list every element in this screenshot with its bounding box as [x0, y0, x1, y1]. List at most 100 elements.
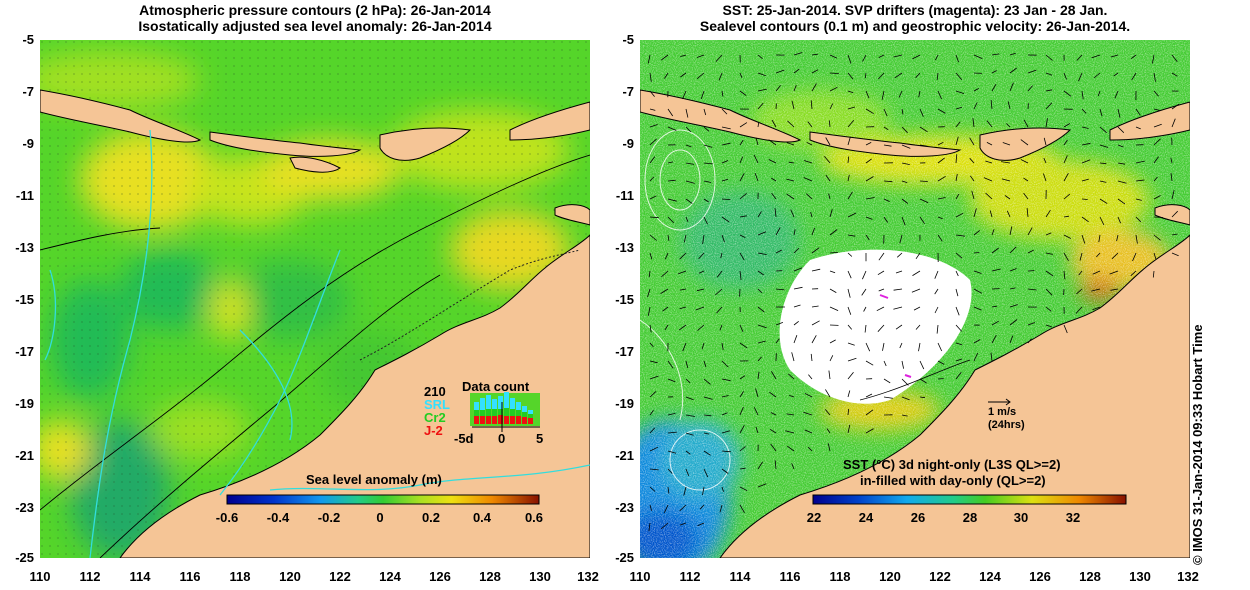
- velocity-vector: [755, 137, 759, 146]
- sst-map[interactable]: [640, 40, 1190, 558]
- velocity-vector: [847, 72, 854, 80]
- left-map-title: Atmospheric pressure contours (2 hPa): 2…: [40, 2, 590, 34]
- y-tick-label: -7: [22, 84, 34, 99]
- x-tick-label: 124: [979, 569, 1001, 584]
- velocity-vector: [955, 54, 959, 63]
- velocity-vector: [973, 208, 977, 218]
- velocity-vector: [937, 141, 944, 146]
- velocity-vector: [649, 504, 652, 511]
- velocity-vector: [1045, 288, 1053, 296]
- left-colorbar-tick: 0.4: [472, 510, 492, 525]
- velocity-vector: [1081, 198, 1088, 200]
- velocity-vector: [878, 54, 885, 58]
- y-tick-label: -7: [622, 84, 634, 99]
- velocity-vector: [739, 72, 743, 78]
- velocity-vector: [829, 355, 834, 362]
- velocity-vector: [679, 522, 687, 526]
- x-tick-label: 114: [129, 569, 151, 584]
- velocity-vector: [774, 460, 777, 470]
- velocity-vector: [1009, 52, 1016, 56]
- velocity-vector: [823, 156, 831, 164]
- velocity-vector: [847, 174, 850, 182]
- velocity-vector: [1171, 190, 1175, 200]
- velocity-vector: [901, 144, 911, 149]
- right-colorbar-tick: 26: [910, 510, 926, 525]
- velocity-vector: [754, 172, 759, 182]
- velocity-vector: [739, 139, 744, 146]
- velocity-vector: [898, 90, 903, 98]
- velocity-vector: [893, 54, 903, 58]
- velocity-vector: [1116, 234, 1119, 242]
- velocity-vector: [955, 358, 963, 362]
- velocity-vector: [739, 375, 746, 380]
- velocity-vector: [1006, 210, 1011, 218]
- velocity-vector: [775, 338, 780, 344]
- velocity-vector: [1097, 90, 1101, 97]
- velocity-vector: [973, 54, 983, 59]
- velocity-vector: [721, 450, 731, 453]
- velocity-vector: [1114, 90, 1119, 99]
- velocity-vector: [1075, 306, 1083, 314]
- velocity-vector: [793, 267, 803, 272]
- velocity-vector: [806, 193, 813, 200]
- velocity-vector: [865, 176, 874, 182]
- velocity-vector: [667, 216, 675, 224]
- velocity-vector: [1171, 210, 1178, 218]
- right-colorbar-tick: 24: [858, 510, 874, 525]
- velocity-vector: [719, 324, 723, 331]
- y-tick-label: -13: [15, 240, 34, 255]
- velocity-vector: [1023, 177, 1029, 182]
- velocity-vector: [1092, 270, 1101, 275]
- velocity-vector: [757, 356, 762, 362]
- velocity-vector: [983, 177, 993, 182]
- velocity-vector: [990, 352, 993, 362]
- velocity-vector: [769, 391, 777, 398]
- velocity-vector: [791, 100, 795, 110]
- velocity-vector: [1009, 226, 1013, 236]
- velocity-vector: [1153, 90, 1159, 97]
- velocity-vector: [973, 352, 979, 362]
- velocity-vector: [1135, 234, 1138, 244]
- right-colorbar-title-line2: in-filled with day-only (QL>=2): [860, 473, 1046, 488]
- velocity-vector: [649, 375, 659, 380]
- velocity-vector: [1117, 180, 1127, 184]
- velocity-vector: [986, 142, 993, 146]
- velocity-vector: [1076, 288, 1083, 295]
- velocity-vector: [685, 198, 693, 204]
- velocity-vector: [862, 54, 867, 62]
- velocity-vector: [1099, 144, 1109, 148]
- velocity-vector: [883, 180, 893, 183]
- velocity-vector: [937, 216, 943, 220]
- sea-level-anomaly-map[interactable]: [40, 40, 590, 558]
- velocity-vector: [1153, 216, 1163, 218]
- velocity-vector: [682, 90, 687, 100]
- velocity-vector: [899, 234, 903, 244]
- velocity-vector: [739, 425, 745, 434]
- velocity-vector: [1045, 72, 1053, 76]
- velocity-vector: [1081, 142, 1091, 146]
- velocity-vector: [793, 335, 798, 344]
- velocity-vector: [775, 69, 785, 74]
- velocity-vector: [721, 395, 729, 398]
- velocity-vector: [757, 483, 767, 488]
- velocity-vector: [918, 342, 921, 352]
- velocity-vector: [703, 108, 707, 116]
- velocity-vector: [649, 410, 654, 416]
- velocity-vector: [702, 234, 705, 244]
- velocity-vector: [937, 234, 943, 242]
- velocity-vector: [1117, 216, 1121, 224]
- velocity-vector: [986, 120, 993, 128]
- left-title-line1: Atmospheric pressure contours (2 hPa): 2…: [139, 2, 491, 18]
- velocity-vector: [1002, 142, 1011, 146]
- velocity-vector: [1135, 126, 1141, 130]
- velocity-vector: [973, 270, 982, 274]
- x-tick-label: 132: [577, 569, 599, 584]
- velocity-scale-label: 1 m/s: [988, 406, 1017, 418]
- velocity-vector: [990, 99, 993, 110]
- velocity-vector: [788, 161, 795, 164]
- velocity-vector: [901, 126, 908, 134]
- y-tick-label: -11: [615, 188, 634, 203]
- velocity-vector: [793, 320, 799, 326]
- velocity-vector: [662, 306, 669, 312]
- pressure-contours: [40, 154, 590, 558]
